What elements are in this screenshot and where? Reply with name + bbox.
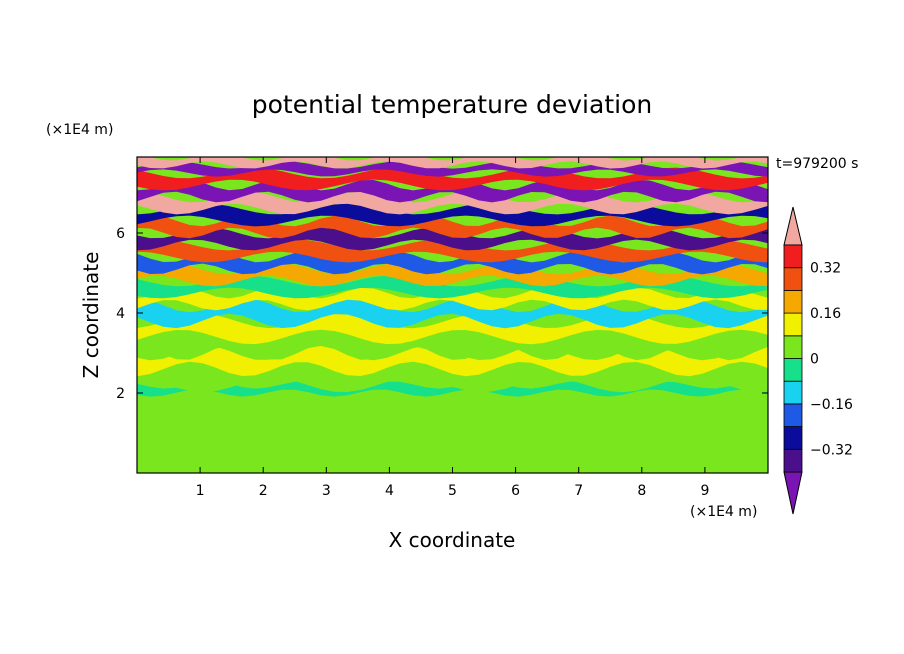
contour-band bbox=[137, 239, 768, 263]
contour-band bbox=[137, 381, 768, 397]
x-tick-label: 2 bbox=[259, 483, 268, 499]
y-tick-label: 4 bbox=[116, 306, 125, 322]
colorbar-swatch bbox=[783, 403, 803, 427]
chart-title: potential temperature deviation bbox=[252, 90, 652, 119]
colorbar-label: −0.32 bbox=[810, 442, 853, 458]
colorbar-swatch bbox=[783, 312, 803, 337]
contour-band bbox=[137, 329, 768, 361]
y-unit-label: (×1E4 m) bbox=[46, 122, 113, 138]
x-tick-label: 5 bbox=[448, 483, 457, 499]
x-unit-label: (×1E4 m) bbox=[690, 504, 757, 520]
y-tick-label: 6 bbox=[116, 226, 125, 242]
colorbar-label: 0.16 bbox=[810, 306, 841, 322]
colorbar-swatch bbox=[783, 289, 803, 314]
contour-band bbox=[137, 430, 768, 473]
time-label: t=979200 s bbox=[776, 156, 858, 172]
x-tick-label: 1 bbox=[196, 483, 205, 499]
colorbar-swatch bbox=[783, 335, 803, 359]
colorbar-swatch bbox=[783, 244, 803, 269]
colorbar-swatch bbox=[783, 448, 803, 473]
colorbar-swatch bbox=[783, 358, 803, 382]
colorbar-label: −0.16 bbox=[810, 397, 853, 413]
x-tick-label: 6 bbox=[511, 483, 520, 499]
x-axis-ticks: 1 2 3 4 5 6 7 8 9 bbox=[196, 157, 709, 499]
contour-band bbox=[137, 361, 768, 393]
plot-area bbox=[137, 157, 768, 473]
y-tick-label: 2 bbox=[116, 386, 125, 402]
y-axis-label: Z coordinate bbox=[79, 252, 103, 379]
colorbar-swatch bbox=[783, 380, 803, 405]
y-axis-ticks: 2 4 6 bbox=[116, 226, 768, 402]
colorbar-label: 0.32 bbox=[810, 261, 841, 277]
contour-bands bbox=[137, 157, 768, 473]
contour-band bbox=[137, 275, 768, 299]
contour-band bbox=[137, 297, 768, 329]
colorbar-labels: 0.32 0.16 0 −0.16 −0.32 bbox=[810, 261, 853, 459]
x-tick-label: 8 bbox=[637, 483, 646, 499]
contour-band bbox=[137, 215, 768, 239]
contour-band bbox=[137, 251, 768, 275]
x-tick-label: 9 bbox=[700, 483, 709, 499]
colorbar bbox=[783, 206, 803, 515]
colorbar-label: 0 bbox=[810, 352, 819, 368]
x-tick-label: 7 bbox=[574, 483, 583, 499]
x-tick-label: 4 bbox=[385, 483, 394, 499]
contour-band bbox=[137, 167, 768, 191]
colorbar-swatch bbox=[783, 267, 803, 291]
colorbar-under-arrow bbox=[783, 471, 803, 515]
x-axis-label: X coordinate bbox=[389, 528, 516, 552]
colorbar-over-arrow bbox=[783, 206, 803, 246]
x-tick-label: 3 bbox=[322, 483, 331, 499]
contour-band bbox=[137, 191, 768, 215]
contour-band bbox=[137, 388, 768, 440]
colorbar-swatch bbox=[783, 426, 803, 450]
